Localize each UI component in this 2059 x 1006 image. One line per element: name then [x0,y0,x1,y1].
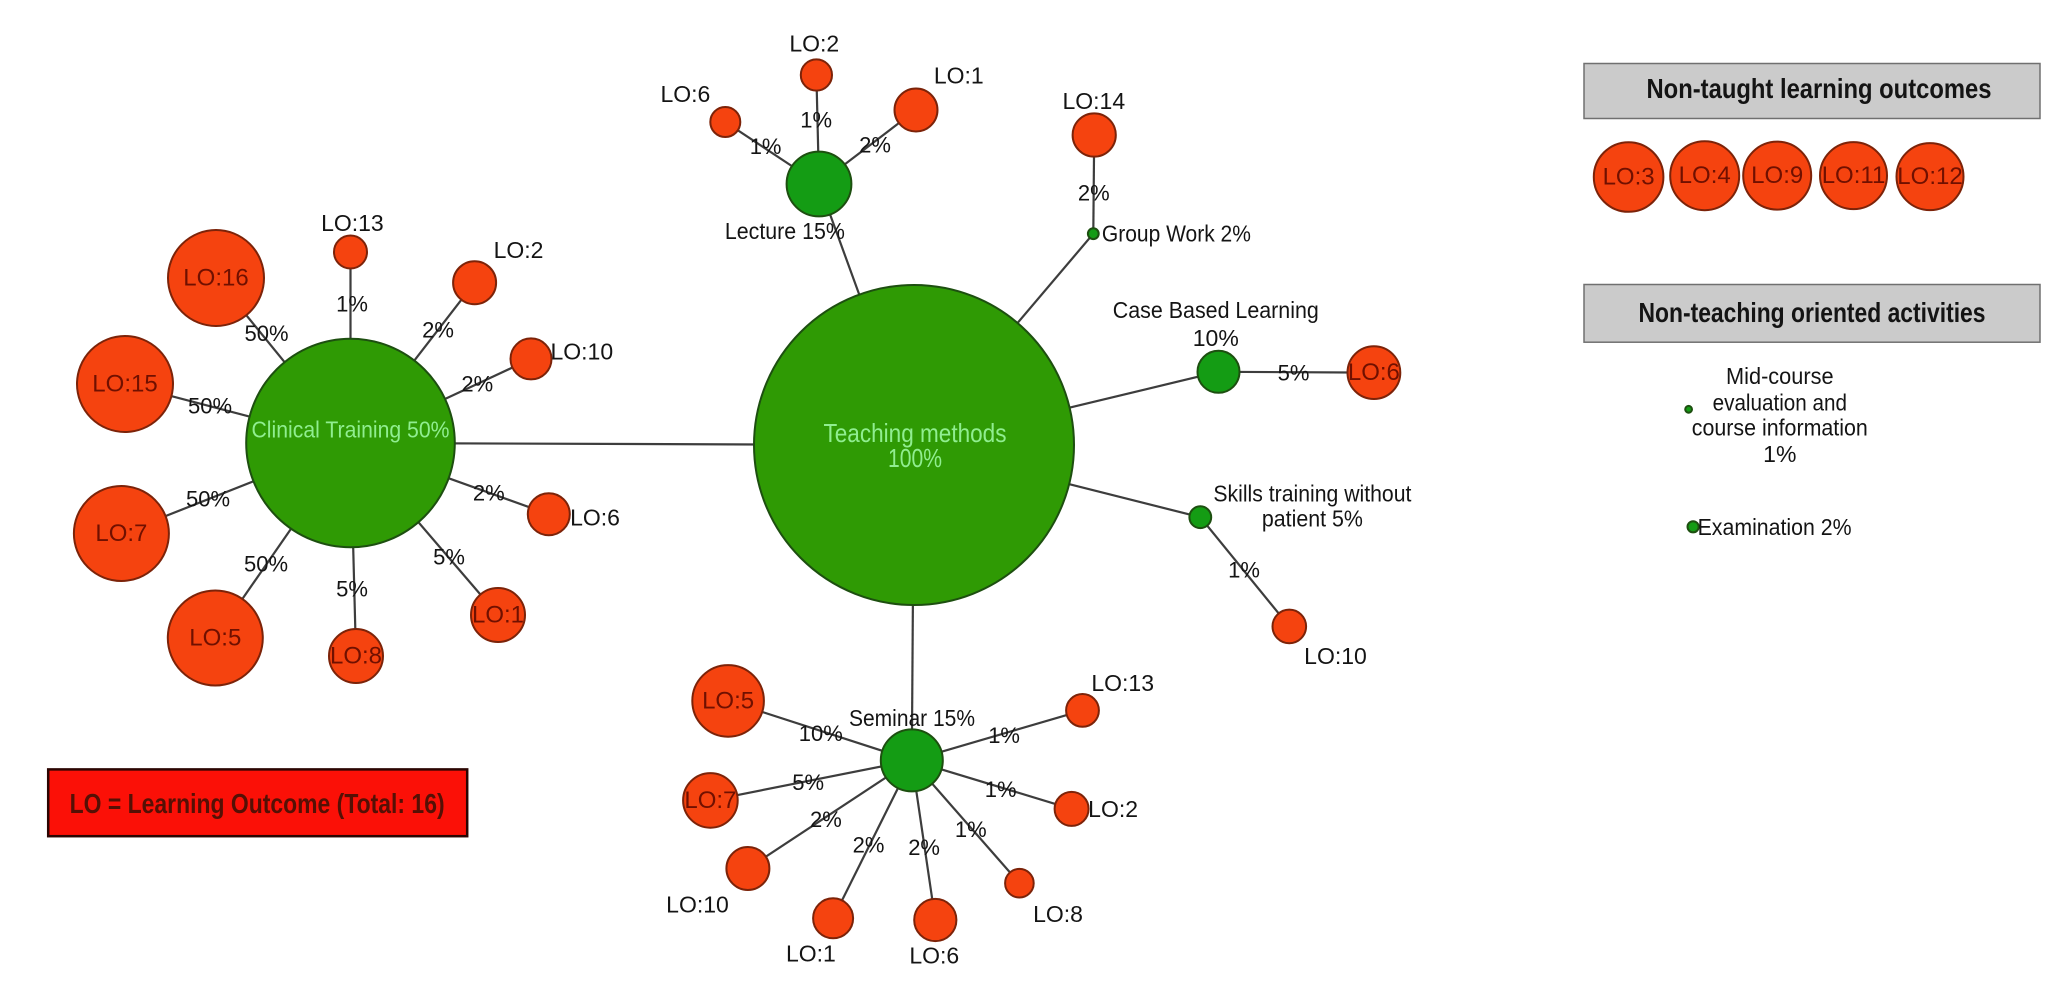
svg-text:patient 5%: patient 5% [1262,506,1363,532]
svg-text:LO:9: LO:9 [1751,162,1803,189]
svg-text:LO:1: LO:1 [472,602,524,629]
svg-text:1%: 1% [750,134,782,159]
svg-text:Skills training without: Skills training without [1213,480,1412,506]
svg-text:LO:13: LO:13 [321,210,384,236]
svg-text:50%: 50% [186,487,230,512]
svg-text:LO:5: LO:5 [702,687,754,714]
svg-text:LO:11: LO:11 [1822,162,1886,189]
svg-text:2%: 2% [473,480,505,505]
svg-text:50%: 50% [244,552,288,577]
svg-text:1%: 1% [985,777,1017,802]
svg-text:LO:16: LO:16 [183,265,248,292]
svg-text:Non-teaching oriented activiti: Non-teaching oriented activities [1639,297,1986,328]
svg-text:5%: 5% [1278,361,1310,386]
svg-text:2%: 2% [1078,181,1110,206]
svg-text:1%: 1% [336,292,368,317]
svg-text:LO:10: LO:10 [1304,643,1367,669]
svg-text:Seminar 15%: Seminar 15% [849,705,975,731]
svg-text:LO:6: LO:6 [660,81,710,107]
svg-text:2%: 2% [859,133,891,158]
svg-text:Mid-course: Mid-course [1726,363,1834,389]
svg-text:LO:13: LO:13 [1091,670,1154,696]
svg-text:Non-taught learning outcomes: Non-taught learning outcomes [1647,73,1992,104]
svg-text:evaluation and: evaluation and [1713,390,1847,416]
svg-text:5%: 5% [336,577,368,602]
svg-text:2%: 2% [810,807,842,832]
svg-text:LO:8: LO:8 [1033,901,1083,927]
svg-text:LO:4: LO:4 [1679,162,1731,189]
svg-text:LO:12: LO:12 [1897,163,1962,190]
svg-text:LO:15: LO:15 [92,371,157,398]
svg-text:Clinical Training 50%: Clinical Training 50% [252,417,450,443]
svg-text:Teaching methods: Teaching methods [824,418,1007,448]
svg-text:50%: 50% [244,321,288,346]
svg-text:1%: 1% [800,107,832,132]
svg-text:1%: 1% [1228,558,1260,583]
svg-text:2%: 2% [853,833,885,858]
svg-text:LO:10: LO:10 [666,892,729,918]
svg-text:LO:10: LO:10 [550,338,613,364]
svg-text:LO:1: LO:1 [934,63,984,89]
svg-text:10%: 10% [799,721,843,746]
svg-text:LO:6: LO:6 [570,505,620,531]
svg-text:1%: 1% [988,723,1020,748]
svg-text:2%: 2% [461,372,493,397]
svg-text:LO:5: LO:5 [189,625,241,652]
svg-text:LO:2: LO:2 [494,237,544,263]
svg-text:LO:7: LO:7 [684,787,736,814]
svg-text:5%: 5% [792,770,824,795]
svg-text:LO:7: LO:7 [95,520,147,547]
svg-text:LO:8: LO:8 [330,643,382,670]
svg-text:LO:1: LO:1 [786,941,836,967]
svg-text:course information: course information [1692,414,1868,440]
svg-text:LO:6: LO:6 [1348,359,1400,386]
svg-text:1%: 1% [1763,441,1796,467]
svg-text:1%: 1% [955,817,987,842]
svg-text:LO:2: LO:2 [789,31,839,57]
svg-text:Case Based Learning: Case Based Learning [1113,297,1319,323]
svg-text:100%: 100% [888,443,942,473]
svg-text:10%: 10% [1193,325,1239,351]
svg-text:LO = Learning Outcome (Total:: LO = Learning Outcome (Total: 16) [70,788,445,819]
svg-text:2%: 2% [422,318,454,343]
svg-text:Lecture 15%: Lecture 15% [725,218,845,244]
svg-text:5%: 5% [433,545,465,570]
svg-text:LO:6: LO:6 [909,943,959,969]
svg-text:LO:3: LO:3 [1603,164,1655,191]
svg-text:Examination 2%: Examination 2% [1698,514,1852,540]
svg-text:2%: 2% [908,835,940,860]
svg-text:Group Work 2%: Group Work 2% [1102,221,1251,247]
svg-text:LO:2: LO:2 [1088,796,1138,822]
svg-text:50%: 50% [188,394,232,419]
svg-text:LO:14: LO:14 [1062,88,1125,114]
